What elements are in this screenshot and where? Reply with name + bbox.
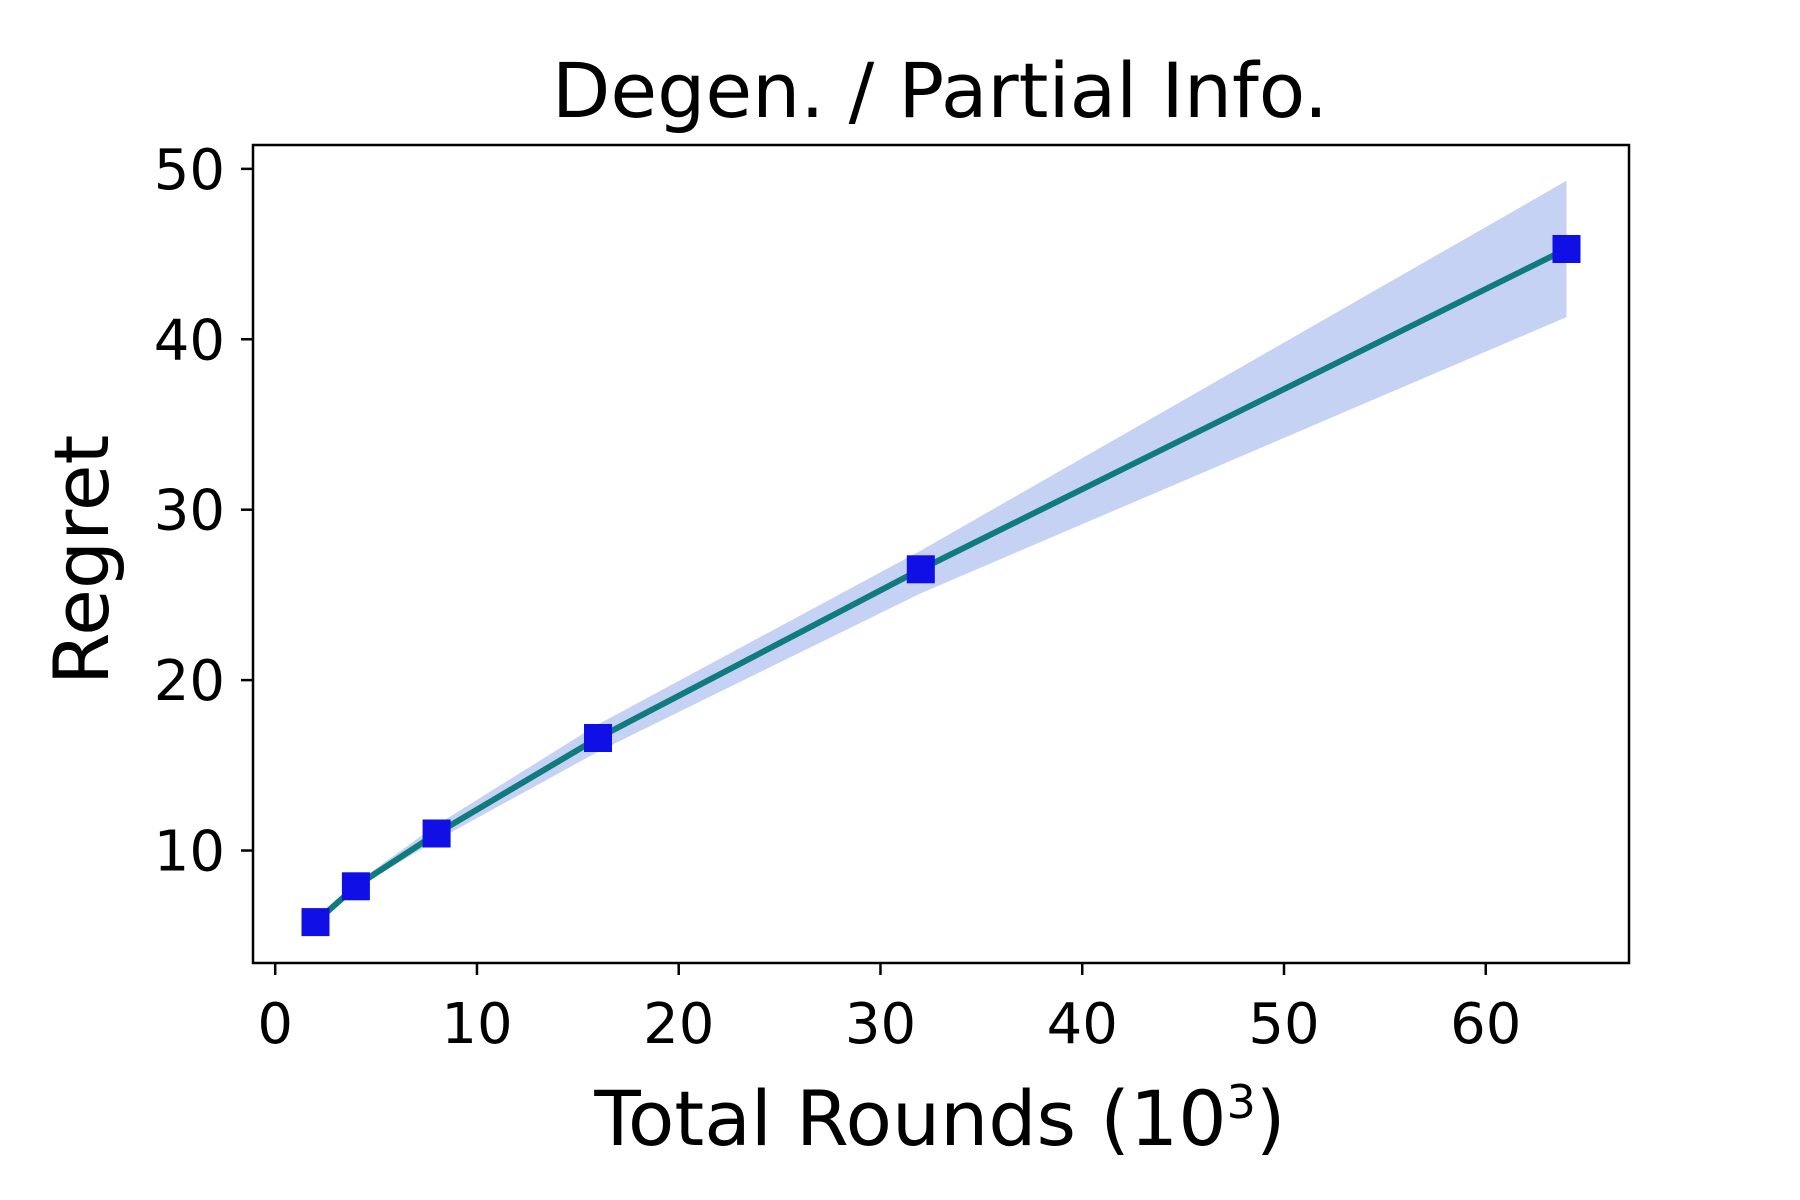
x-axis-label-superscript: 3 bbox=[1227, 1075, 1256, 1129]
x-tick-label: 40 bbox=[1047, 992, 1118, 1057]
chart-title: Degen. / Partial Info. bbox=[552, 46, 1328, 135]
data-point-marker bbox=[906, 555, 935, 584]
y-tick-label: 10 bbox=[154, 820, 225, 885]
confidence-band bbox=[315, 180, 1567, 924]
y-tick-label: 40 bbox=[154, 308, 225, 373]
x-axis-ticks: 0 10 20 30 40 50 60 bbox=[257, 963, 1521, 1057]
y-axis-ticks: 10 20 30 40 50 bbox=[154, 138, 253, 885]
data-point-marker bbox=[341, 872, 370, 901]
x-tick-label: 0 bbox=[257, 992, 293, 1057]
data-point-marker bbox=[422, 819, 451, 848]
y-axis-label: Regret bbox=[37, 435, 126, 686]
x-tick-label: 30 bbox=[845, 992, 916, 1057]
plot-area bbox=[251, 143, 1631, 965]
series-markers bbox=[301, 235, 1581, 937]
x-tick-label: 60 bbox=[1450, 992, 1521, 1057]
data-point-marker bbox=[584, 724, 612, 752]
axes-frame bbox=[251, 143, 1631, 965]
y-tick-label: 50 bbox=[154, 138, 225, 203]
y-tick-label: 30 bbox=[154, 479, 225, 544]
data-point-marker bbox=[301, 908, 330, 937]
x-tick-label: 50 bbox=[1248, 992, 1319, 1057]
y-tick-label: 20 bbox=[154, 649, 225, 714]
x-tick-label: 10 bbox=[441, 992, 512, 1057]
x-axis-label: Total Rounds (103) bbox=[593, 1074, 1285, 1163]
data-point-marker bbox=[1552, 235, 1581, 263]
x-tick-label: 20 bbox=[643, 992, 714, 1057]
